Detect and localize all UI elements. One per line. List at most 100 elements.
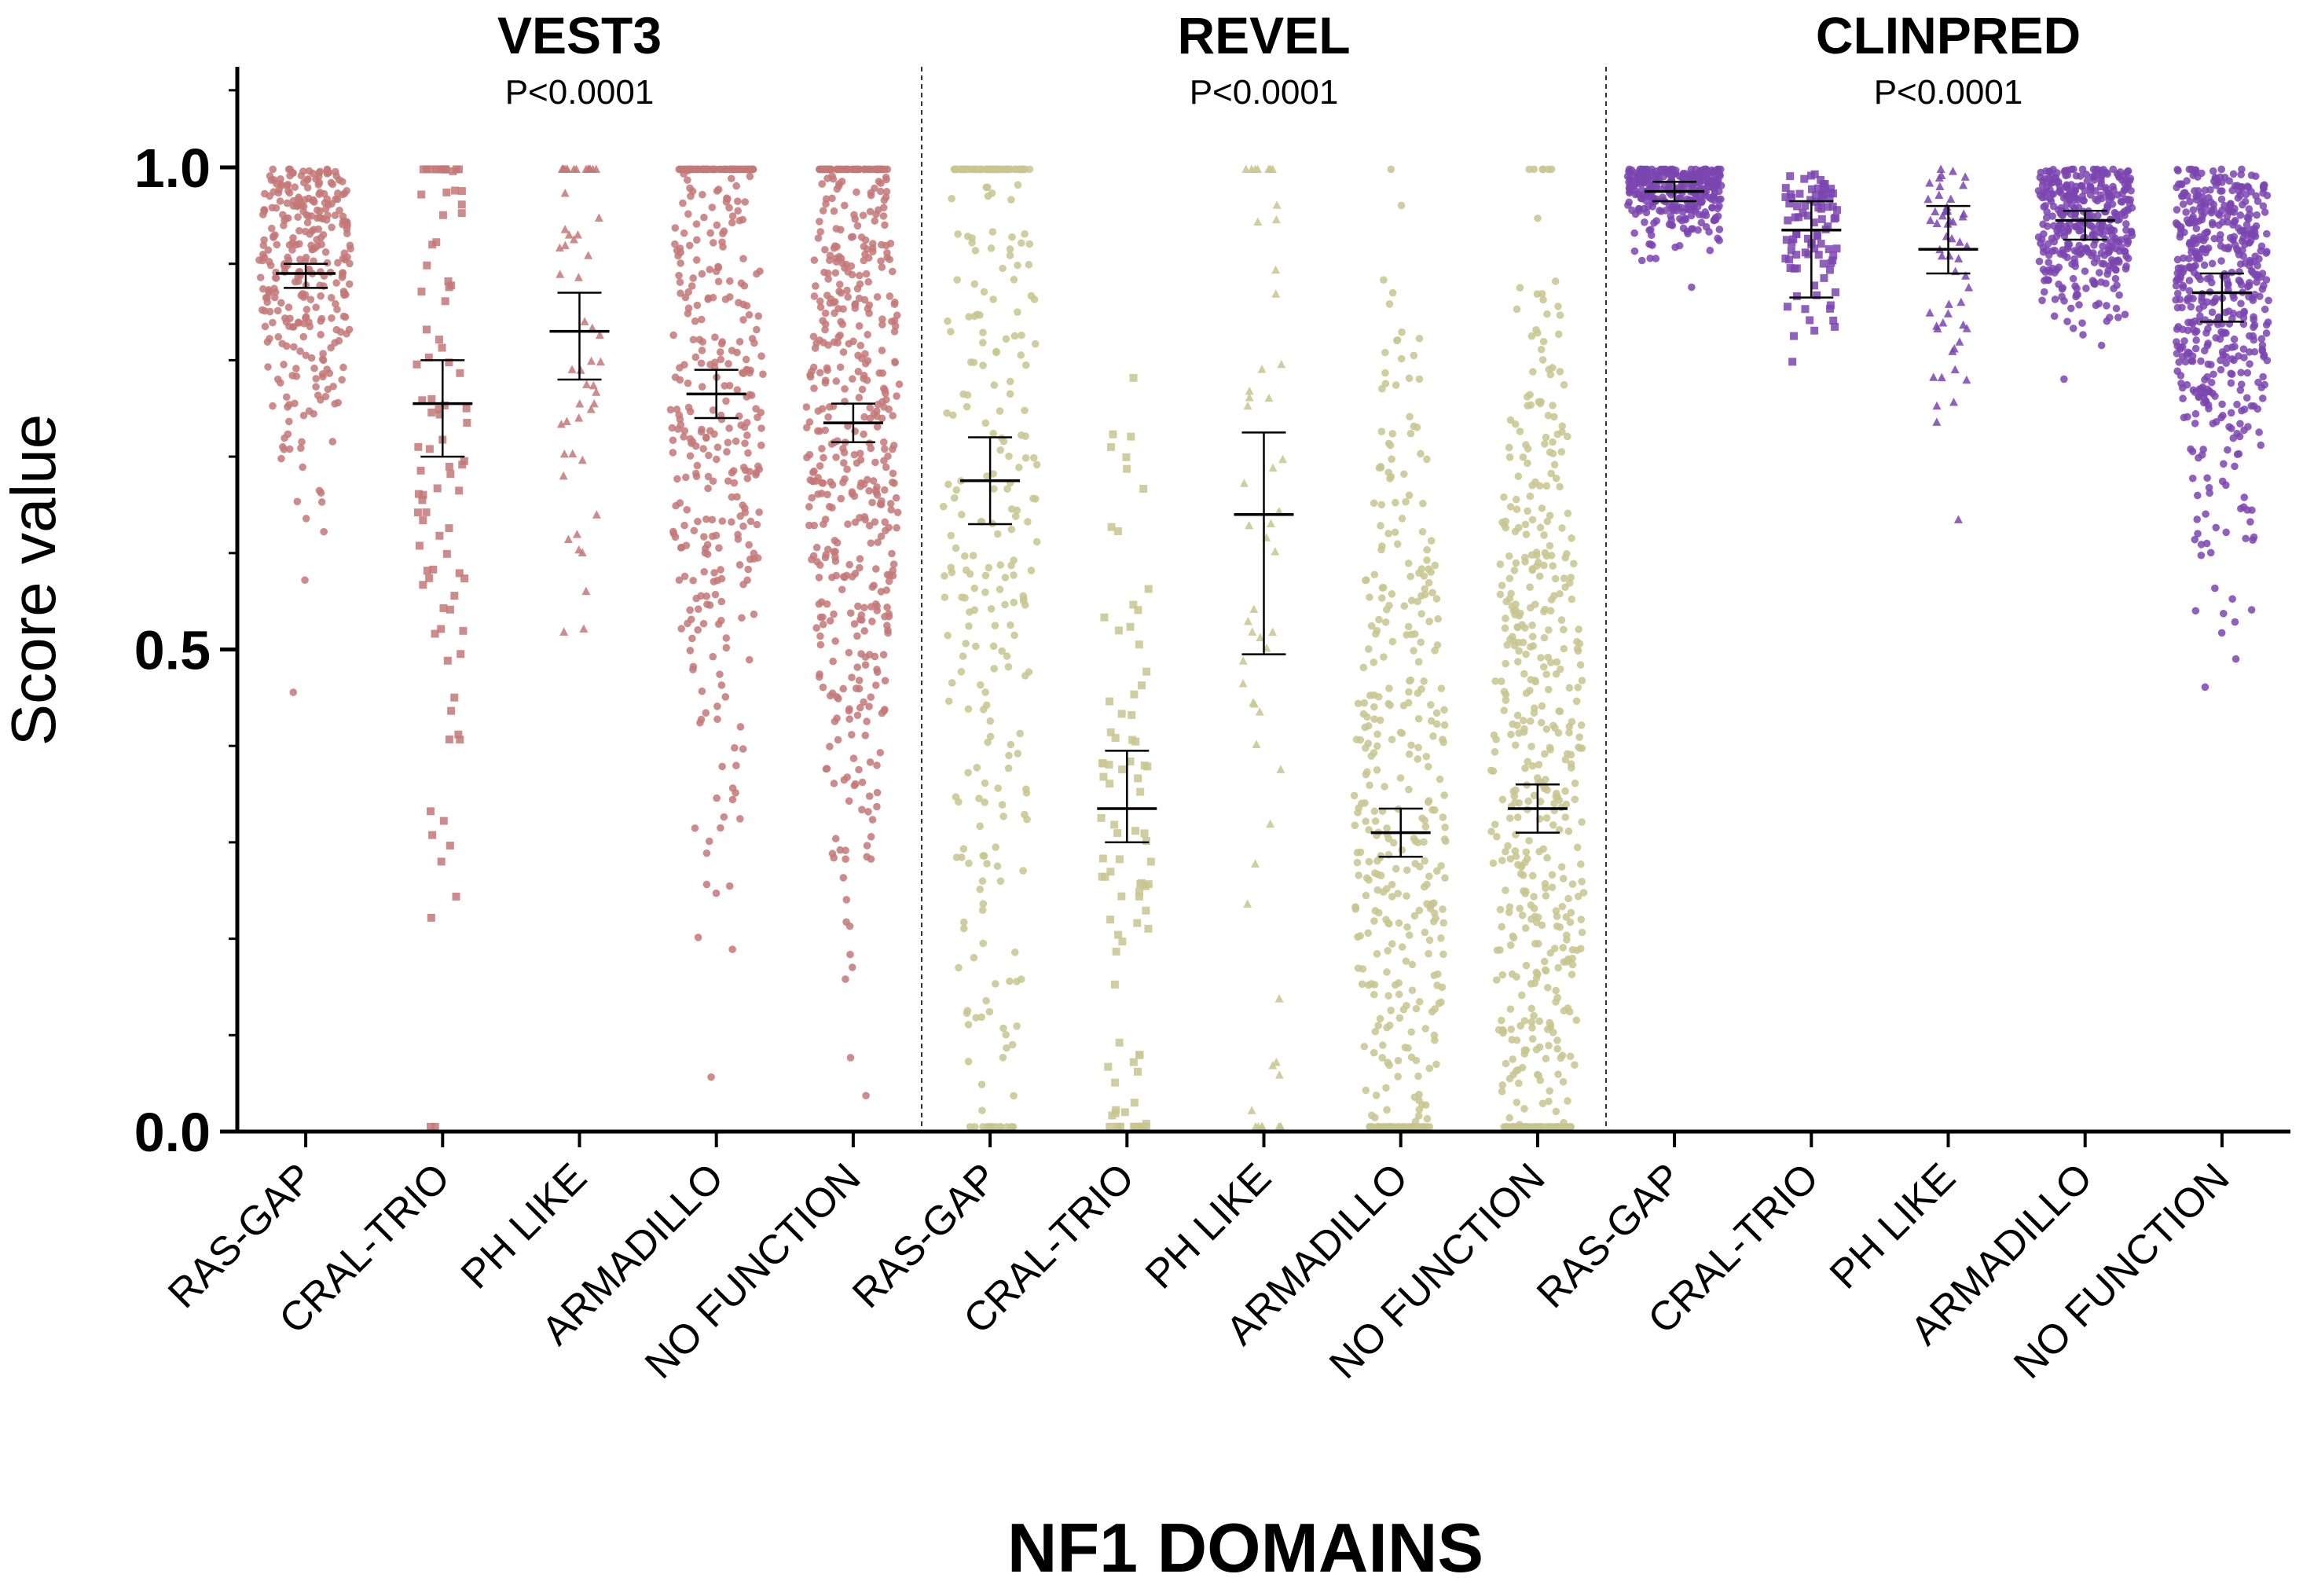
data-point (1032, 460, 1041, 469)
data-point (1512, 495, 1520, 504)
data-point (2124, 255, 2132, 262)
data-point (280, 446, 288, 453)
data-point (1545, 1041, 1553, 1050)
data-point (435, 165, 443, 174)
data-point (1786, 172, 1795, 181)
data-point (2097, 179, 2106, 187)
data-point (1639, 165, 1647, 174)
data-point (2199, 302, 2208, 310)
data-point (880, 445, 889, 453)
data-point (2097, 249, 2106, 258)
data-point (1400, 602, 1409, 610)
data-point (965, 313, 973, 321)
data-point (1537, 345, 1546, 354)
data-point (1397, 354, 1406, 363)
data-point (422, 508, 431, 516)
data-point (864, 475, 871, 484)
data-point (944, 317, 952, 325)
data-point (961, 552, 969, 560)
data-point (676, 499, 684, 507)
data-point (1501, 624, 1509, 633)
data-point (431, 1122, 439, 1131)
data-point (681, 293, 690, 302)
data-point (1414, 1112, 1423, 1120)
data-point (824, 413, 832, 421)
data-point (347, 244, 354, 253)
data-point (686, 184, 694, 193)
data-point (1253, 164, 1263, 173)
data-point (1541, 440, 1549, 448)
data-point (2222, 359, 2230, 368)
data-point (1414, 689, 1422, 697)
data-point (750, 610, 758, 618)
data-point (1412, 1004, 1421, 1013)
data-point (1018, 331, 1025, 339)
data-point (2179, 325, 2187, 333)
data-point (1394, 890, 1402, 897)
data-point (1498, 1088, 1506, 1095)
data-point (1685, 172, 1693, 181)
data-point (979, 852, 988, 860)
data-point (1239, 479, 1249, 487)
data-point (880, 384, 888, 393)
data-point (2212, 182, 2220, 189)
data-point (983, 165, 992, 174)
data-point (698, 687, 706, 695)
data-point (1542, 1055, 1550, 1062)
data-point (2200, 261, 2209, 270)
data-point (1126, 622, 1135, 631)
data-point (879, 212, 888, 220)
data-point (820, 339, 827, 347)
data-point (1425, 578, 1433, 587)
data-point (1813, 291, 1821, 299)
data-point (1375, 615, 1383, 624)
data-point (728, 518, 735, 526)
data-point (1938, 318, 1948, 327)
data-point (1520, 1105, 1528, 1113)
data-point (694, 626, 702, 634)
data-point (1411, 860, 1419, 868)
data-point (1553, 1044, 1561, 1053)
data-point (867, 832, 875, 841)
data-point (873, 483, 881, 491)
data-point (851, 780, 860, 788)
data-point (830, 780, 838, 787)
data-point (757, 424, 765, 432)
data-point (880, 486, 889, 494)
data-point (1370, 1048, 1378, 1057)
data-point (2217, 257, 2225, 265)
data-point (1637, 256, 1646, 265)
panel-separators (921, 67, 1607, 1132)
data-point (1370, 571, 1379, 578)
data-point (1384, 947, 1392, 955)
data-point (2121, 265, 2130, 273)
data-point (2223, 218, 2231, 226)
data-point (1421, 823, 1430, 831)
data-point (1542, 814, 1551, 822)
data-point (1402, 497, 1410, 506)
data-point (975, 794, 983, 802)
data-point (2259, 372, 2267, 381)
data-point (1384, 992, 1392, 1000)
data-point (450, 592, 459, 600)
data-point (1556, 368, 1564, 376)
data-point (1958, 211, 1967, 221)
data-point (965, 859, 973, 868)
data-point (1526, 717, 1535, 725)
data-point (1509, 932, 1517, 941)
data-point (2202, 510, 2209, 518)
data-point (741, 504, 749, 512)
data-point (970, 953, 978, 962)
data-point (845, 797, 853, 805)
data-point (855, 322, 864, 330)
data-point (1814, 251, 1823, 259)
data-point (1560, 644, 1568, 653)
data-point (2264, 296, 2272, 305)
data-point (941, 593, 949, 601)
data-point (849, 754, 858, 762)
data-point (1006, 977, 1014, 985)
data-point (325, 369, 334, 377)
data-point (827, 295, 835, 303)
data-point (1552, 986, 1560, 995)
data-point (2224, 280, 2232, 288)
